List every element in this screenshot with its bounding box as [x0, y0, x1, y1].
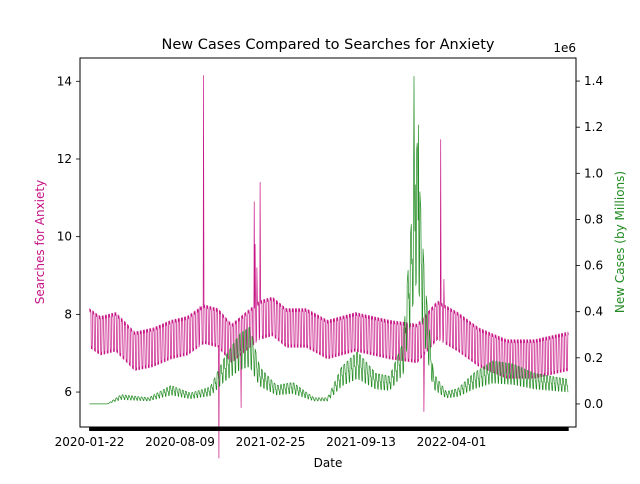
y-axis-label-left: Searches for Anxiety [33, 180, 47, 304]
y-right-tick-label: 0.8 [584, 212, 603, 226]
x-tick-label: 2020-01-22 [55, 435, 125, 449]
plot-lines [89, 75, 569, 459]
y-axis-right: 0.0 0.2 0.4 0.6 0.8 1.0 1.2 1.4 [576, 74, 603, 411]
y-right-tick-label: 1.2 [584, 120, 603, 134]
y-right-tick-label: 0.4 [584, 305, 603, 319]
y-right-tick-label: 1.0 [584, 166, 603, 180]
y-left-tick-label: 6 [64, 385, 72, 399]
y-left-tick-label: 10 [57, 230, 72, 244]
y-axis-label-right: New Cases (by Millions) [613, 171, 627, 313]
x-tick-label: 2022-04-01 [417, 435, 487, 449]
y-right-tick-label: 0.0 [584, 397, 603, 411]
x-tick-label: 2021-02-25 [236, 435, 306, 449]
y-left-tick-label: 8 [64, 307, 72, 321]
y-left-tick-label: 14 [57, 74, 72, 88]
y-axis-right-multiplier: 1e6 [553, 41, 576, 55]
x-tick-label: 2021-09-13 [326, 435, 396, 449]
x-tick-marks [89, 427, 569, 431]
y-left-tick-label: 12 [57, 152, 72, 166]
x-axis: 2020-01-22 2020-08-09 2021-02-25 2021-09-13… [55, 427, 569, 449]
x-axis-label: Date [314, 456, 343, 470]
cases-line [89, 76, 569, 405]
y-right-tick-label: 0.2 [584, 351, 603, 365]
searches-line [89, 75, 569, 459]
y-right-tick-label: 0.6 [584, 259, 603, 273]
y-axis-left: 6 8 10 12 14 [57, 74, 80, 399]
y-right-tick-label: 1.4 [584, 74, 603, 88]
x-tick-label: 2020-08-09 [145, 435, 215, 449]
chart-title: New Cases Compared to Searches for Anxie… [162, 37, 495, 53]
